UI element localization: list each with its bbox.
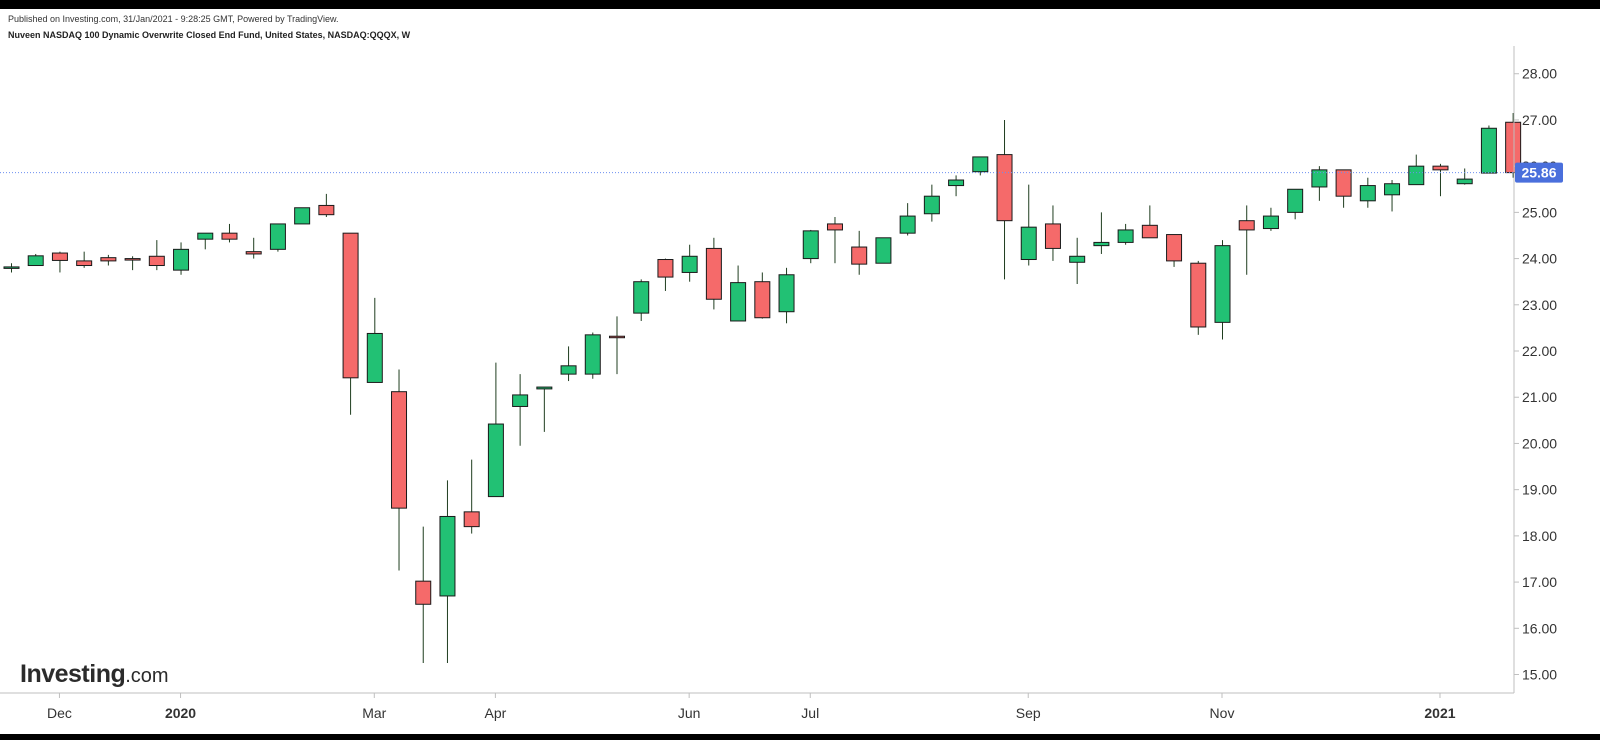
candle-body-down — [657, 259, 674, 278]
candle-body-up — [1093, 241, 1110, 247]
y-tick-label: 16.00 — [1522, 620, 1557, 636]
candle-body-down — [1190, 262, 1207, 328]
candle-body-down — [851, 246, 868, 265]
candle-body-down — [1141, 224, 1158, 239]
candle-body-up — [1069, 255, 1086, 263]
y-tick-label: 19.00 — [1522, 482, 1557, 498]
candle-body-down — [1044, 223, 1061, 249]
x-tick-label: 2021 — [1424, 705, 1455, 721]
candle-body-up — [1384, 183, 1401, 196]
x-tick-label: Mar — [362, 705, 386, 721]
candle-body-up — [512, 394, 529, 407]
candle-body-up — [1214, 245, 1231, 323]
candle-body-down — [826, 223, 843, 231]
last-price-badge — [1515, 162, 1563, 183]
investing-logo: Investing.com — [20, 660, 169, 689]
y-tick-label: 25.00 — [1522, 204, 1557, 220]
y-tick-label: 21.00 — [1522, 389, 1557, 405]
candle-body-up — [1117, 229, 1134, 243]
y-tick-label: 22.00 — [1522, 343, 1557, 359]
top-border — [0, 0, 1600, 9]
candle-body-up — [173, 248, 190, 271]
published-caption: Published on Investing.com, 31/Jan/2021 … — [8, 14, 339, 24]
candle-body-up — [197, 232, 214, 240]
candle-body-up — [1020, 226, 1037, 261]
y-tick-label: 15.00 — [1522, 667, 1557, 683]
candle-body-down — [754, 281, 771, 319]
candle-body-down — [1432, 165, 1449, 171]
candle-body-up — [730, 282, 747, 322]
candle-body-down — [996, 154, 1013, 222]
y-tick-label: 20.00 — [1522, 435, 1557, 451]
candle-body-up — [584, 334, 601, 375]
candle-body-up — [972, 156, 989, 173]
candle-body-down — [415, 580, 432, 605]
instrument-title: Nuveen NASDAQ 100 Dynamic Overwrite Clos… — [8, 30, 411, 40]
logo-suffix: .com — [125, 665, 169, 687]
y-tick-label: 17.00 — [1522, 574, 1557, 590]
x-tick-label: Nov — [1210, 705, 1235, 721]
candle-body-up — [3, 266, 20, 269]
candle-body-down — [124, 258, 141, 261]
candle-body-up — [366, 332, 383, 383]
y-tick-label: 24.00 — [1522, 251, 1557, 267]
x-tick-label: Sep — [1016, 705, 1041, 721]
candle-body-down — [342, 232, 359, 379]
candle-body-down — [1166, 234, 1183, 262]
candle-body-down — [609, 335, 625, 339]
candle-body-up — [923, 195, 940, 215]
candle-body-down — [1505, 121, 1522, 174]
x-tick-label: 2020 — [165, 705, 196, 721]
candle-body-up — [439, 515, 456, 597]
candle-body-up — [27, 255, 44, 267]
candle-body-down — [245, 251, 262, 255]
candle-body-down — [76, 260, 93, 267]
candle-body-up — [681, 255, 698, 273]
x-tick-label: Jun — [678, 705, 701, 721]
candle-body-up — [1262, 215, 1279, 230]
x-tick-label: Jul — [801, 705, 819, 721]
candle-body-up — [560, 365, 577, 375]
candle-body-down — [391, 391, 408, 509]
candle-body-up — [269, 223, 286, 250]
x-tick-label: Dec — [47, 705, 72, 721]
candle-body-up — [899, 215, 916, 234]
y-tick-label: 28.00 — [1522, 66, 1557, 82]
candle-body-up — [294, 207, 311, 225]
candle-body-up — [487, 423, 504, 498]
candle-body-down — [51, 252, 68, 261]
candle-body-up — [1480, 127, 1497, 174]
candle-body-down — [463, 511, 480, 528]
candle-body-down — [100, 257, 117, 262]
candle-body-up — [1287, 188, 1304, 213]
logo-brand: Investing — [20, 660, 126, 688]
candle-body-up — [1408, 165, 1425, 186]
candle-body-down — [1238, 220, 1255, 231]
candle-body-down — [1335, 169, 1352, 197]
candle-body-down — [148, 255, 165, 267]
candle-body-down — [705, 247, 722, 300]
y-tick-label: 23.00 — [1522, 297, 1557, 313]
candle-body-up — [948, 179, 965, 187]
bottom-border — [0, 734, 1600, 740]
candle-body-up — [802, 230, 819, 260]
candle-body-up — [1311, 169, 1328, 188]
y-tick-label: 27.00 — [1522, 112, 1557, 128]
y-tick-label: 18.00 — [1522, 528, 1557, 544]
x-tick-label: Apr — [485, 705, 507, 721]
candle-body-up — [778, 274, 795, 313]
axes-layer: 28.0027.0026.0025.0024.0023.0022.0021.00… — [0, 46, 1563, 721]
candle-body-up — [1456, 178, 1473, 185]
candle-body-up — [536, 386, 553, 390]
candle-body-down — [318, 204, 335, 216]
last-price-label: 25.86 — [1521, 165, 1556, 181]
candle-body-down — [221, 232, 238, 240]
candle-body-up — [875, 237, 892, 264]
candle-body-up — [1359, 185, 1376, 202]
candles-layer — [3, 113, 1522, 663]
candle-body-up — [633, 281, 650, 314]
